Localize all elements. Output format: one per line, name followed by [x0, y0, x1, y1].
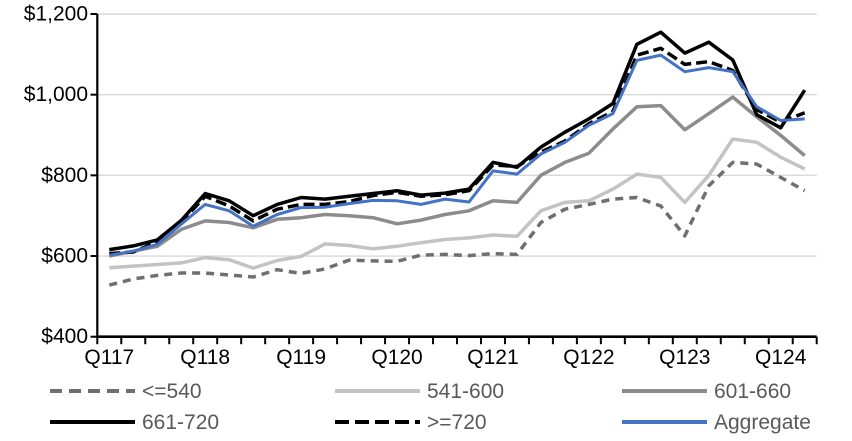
x-axis-label: Q123 — [659, 346, 710, 369]
legend-label: 661-720 — [142, 410, 220, 434]
legend-label: Aggregate — [714, 410, 811, 434]
legend-line-sample-601-660 — [622, 389, 707, 393]
x-axis-label: Q120 — [371, 346, 422, 369]
legend-item-661-720: 661-720 — [50, 412, 335, 433]
x-axis-label: Q117 — [84, 346, 134, 369]
y-axis-label: $400 — [41, 325, 88, 348]
x-axis-label: Q119 — [276, 346, 326, 369]
legend-row: 661-720 >=720 Aggregate — [0, 408, 852, 436]
legend-item-541-600: 541-600 — [335, 381, 622, 402]
x-axis-label: Q122 — [563, 346, 614, 369]
x-axis-label: Q118 — [180, 346, 230, 369]
legend-label: >=720 — [427, 410, 487, 434]
y-axis-label: $1,000 — [24, 83, 88, 106]
legend-item-601-660: 601-660 — [622, 381, 852, 402]
series-line-Aggregate — [109, 53, 805, 257]
series-line-541-600 — [109, 137, 806, 270]
series-line-<=540 — [108, 160, 806, 287]
legend-label: 601-660 — [714, 379, 792, 403]
legend-line-sample-661-720 — [50, 420, 135, 424]
legend-item->=720: >=720 — [335, 412, 622, 433]
series-line->=720 — [109, 46, 806, 256]
chart-canvas: $400 $600 $800 $1,000 $1,200 Q117 Q118 Q119 Q120… — [24, 3, 818, 369]
series-line-601-660 — [108, 95, 806, 258]
legend-item-<=540: <=540 — [50, 381, 335, 402]
x-axis-label: Q121 — [467, 346, 518, 369]
y-axis-label: $1,200 — [24, 3, 88, 26]
chart-legend: <=540 541-600 601-660 661-720 >=720 Aggregate — [0, 377, 852, 436]
legend-label: <=540 — [142, 379, 202, 403]
y-axis-label: $600 — [41, 245, 88, 268]
legend-line-sample-Aggregate — [622, 420, 707, 424]
legend-item-Aggregate: Aggregate — [622, 412, 852, 433]
x-axis-label: Q124 — [755, 346, 807, 369]
legend-row: <=540 541-600 601-660 — [0, 377, 852, 405]
legend-label: 541-600 — [427, 379, 505, 403]
legend-line-sample-<=540 — [50, 389, 135, 393]
series-line-661-720 — [109, 30, 807, 252]
legend-line-sample->=720 — [335, 420, 420, 424]
legend-line-sample-541-600 — [335, 389, 420, 393]
y-axis-label: $800 — [41, 164, 88, 187]
